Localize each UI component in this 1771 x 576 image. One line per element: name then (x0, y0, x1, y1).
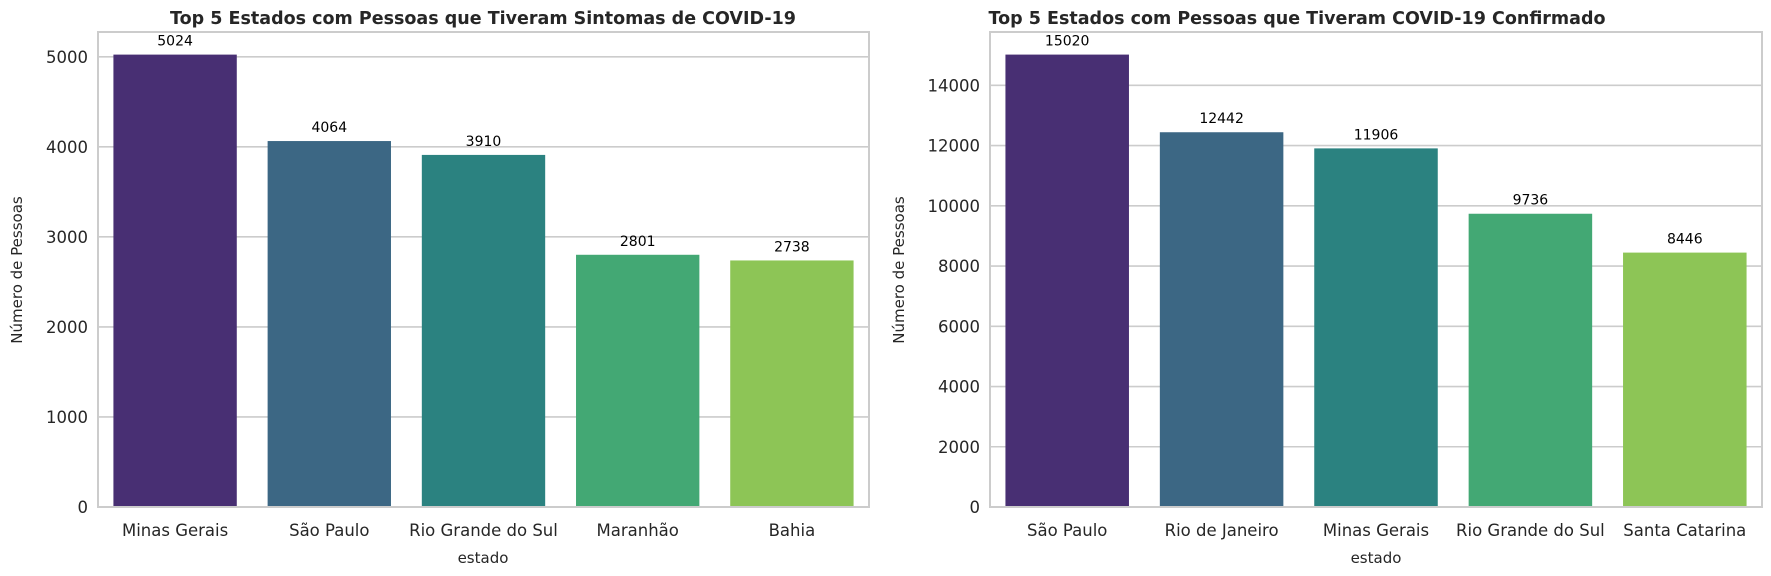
chart-confirmed-y-tick-label: 2000 (938, 438, 980, 457)
chart-symptoms-bar (267, 141, 391, 507)
chart-confirmed-y-axis-label: Número de Pessoas (890, 196, 908, 344)
chart-confirmed-x-tick-label: Minas Gerais (1323, 521, 1429, 540)
chart-symptoms-x-tick-label: São Paulo (289, 521, 369, 540)
chart-symptoms-data-labels: 5024 4064 3910 2801 2738 (157, 34, 809, 256)
chart-symptoms-x-tick-label: Rio Grande do Sul (409, 521, 558, 540)
chart-confirmed-data-label: 12442 (1199, 111, 1244, 127)
chart-confirmed-x-tick-label: Santa Catarina (1623, 521, 1746, 540)
chart-symptoms-y-ticks: 0 1000 2000 3000 4000 5000 (46, 48, 88, 517)
chart-confirmed-y-tick-label: 10000 (928, 197, 981, 216)
chart-confirmed-y-tick-label: 12000 (928, 137, 981, 156)
chart-symptoms-x-tick-label: Maranhão (597, 521, 679, 540)
chart-symptoms-bar (421, 154, 546, 508)
chart-confirmed-bar (1314, 148, 1438, 507)
chart-symptoms-bar (113, 54, 237, 507)
chart-confirmed-x-tick-label: Rio Grande do Sul (1456, 521, 1605, 540)
chart-confirmed-x-axis-label: estado (1351, 549, 1402, 567)
chart-confirmed-y-ticks: 0 2000 4000 6000 8000 10000 12000 14000 (928, 76, 981, 517)
chart-symptoms-data-label: 4064 (311, 120, 347, 136)
chart-confirmed-bar (1159, 132, 1284, 507)
chart-confirmed-data-label: 15020 (1045, 34, 1090, 50)
chart-symptoms-x-tick-label: Bahia (769, 521, 816, 540)
chart-confirmed-x-ticks: São Paulo Rio de Janeiro Minas Gerais Rio G… (1027, 521, 1746, 540)
chart-confirmed-data-label: 11906 (1354, 127, 1399, 143)
chart-symptoms-x-tick-label: Minas Gerais (122, 521, 228, 540)
chart-symptoms-data-label: 5024 (157, 34, 193, 50)
chart-symptoms-x-axis-label: estado (458, 549, 509, 567)
chart-confirmed-frame (989, 31, 1763, 508)
chart-confirmed-x-tick-label: São Paulo (1027, 521, 1107, 540)
chart-symptoms-y-tick-label: 3000 (46, 228, 88, 247)
chart-confirmed-data-label: 8446 (1667, 232, 1703, 248)
chart-symptoms-data-label: 2738 (774, 239, 810, 255)
chart-confirmed-y-tick-label: 8000 (938, 257, 980, 276)
chart-confirmed: Top 5 Estados com Pessoas que Tiveram CO… (890, 9, 1763, 567)
chart-symptoms-y-tick-label: 1000 (46, 408, 88, 427)
chart-symptoms-bar (730, 260, 854, 507)
chart-confirmed-bar (1623, 252, 1747, 507)
chart-symptoms-bar (576, 254, 700, 507)
chart-confirmed-data-labels: 15020 12442 11906 9736 8446 (1045, 34, 1703, 248)
chart-confirmed-y-tick-label: 0 (970, 498, 981, 517)
chart-symptoms-data-label: 2801 (620, 234, 656, 250)
chart-symptoms-y-tick-label: 4000 (46, 138, 88, 157)
chart-symptoms-data-label: 3910 (466, 134, 502, 150)
chart-symptoms-y-axis-label: Número de Pessoas (8, 196, 26, 344)
chart-confirmed-y-tick-label: 4000 (938, 378, 980, 397)
chart-confirmed-bars (1005, 54, 1747, 507)
chart-symptoms-bars (113, 54, 854, 508)
chart-confirmed-x-tick-label: Rio de Janeiro (1165, 521, 1279, 540)
chart-symptoms-y-tick-label: 0 (78, 498, 89, 517)
chart-confirmed-bar (1468, 213, 1593, 507)
chart-confirmed-y-tick-label: 6000 (938, 317, 980, 336)
chart-symptoms-title: Top 5 Estados com Pessoas que Tiveram Si… (170, 9, 796, 29)
chart-symptoms-frame (97, 31, 870, 508)
chart-symptoms-x-ticks: Minas Gerais São Paulo Rio Grande do Sul Ma… (122, 521, 815, 540)
chart-confirmed-y-tick-label: 14000 (928, 76, 981, 95)
chart-symptoms: Top 5 Estados com Pessoas que Tiveram Si… (8, 9, 870, 567)
chart-confirmed-data-label: 9736 (1513, 193, 1549, 209)
chart-confirmed-title: Top 5 Estados com Pessoas que Tiveram CO… (988, 9, 1605, 29)
chart-confirmed-bar (1005, 54, 1129, 507)
chart-symptoms-y-tick-label: 5000 (46, 48, 88, 67)
chart-symptoms-y-tick-label: 2000 (46, 318, 88, 337)
